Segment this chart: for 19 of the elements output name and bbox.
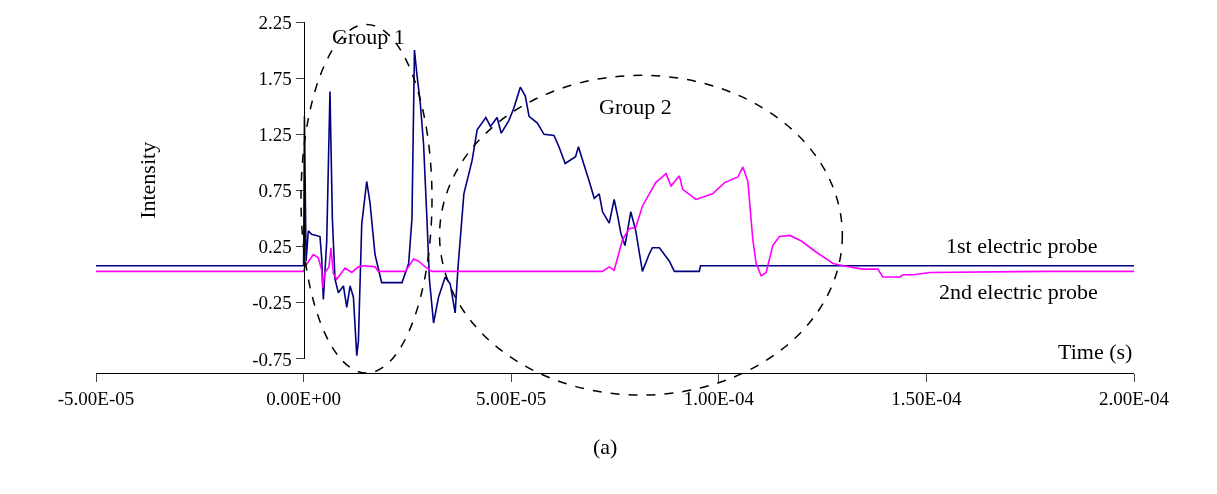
- x-axis-title: Time (s): [1058, 339, 1133, 364]
- text: (a): [593, 434, 618, 459]
- x-tick-label: 0.00E+00: [266, 387, 341, 409]
- y-tick-label: 0.25: [258, 236, 292, 258]
- y-tick-label: -0.75: [252, 348, 292, 370]
- y-tick-label: 1.25: [258, 123, 292, 145]
- y-tick-label: -0.25: [252, 292, 292, 314]
- x-tick-label: 5.00E-05: [476, 387, 547, 409]
- series-label: 1st electric probe: [946, 233, 1098, 258]
- y-tick-label: 1.75: [258, 67, 292, 89]
- x-tick-label: 1.00E-04: [683, 387, 755, 409]
- x-tick-label: 2.00E-04: [1098, 387, 1170, 409]
- annotation: Group 2: [599, 94, 672, 119]
- x-tick-label: -5.00E-05: [57, 387, 135, 409]
- series-label: 2nd electric probe: [939, 279, 1098, 304]
- y-axis-title: Intensity: [134, 141, 160, 219]
- x-tick-label: 1.50E-04: [891, 387, 962, 409]
- y-tick-label: 2.25: [258, 11, 292, 33]
- y-tick-label: 0.75: [258, 180, 292, 202]
